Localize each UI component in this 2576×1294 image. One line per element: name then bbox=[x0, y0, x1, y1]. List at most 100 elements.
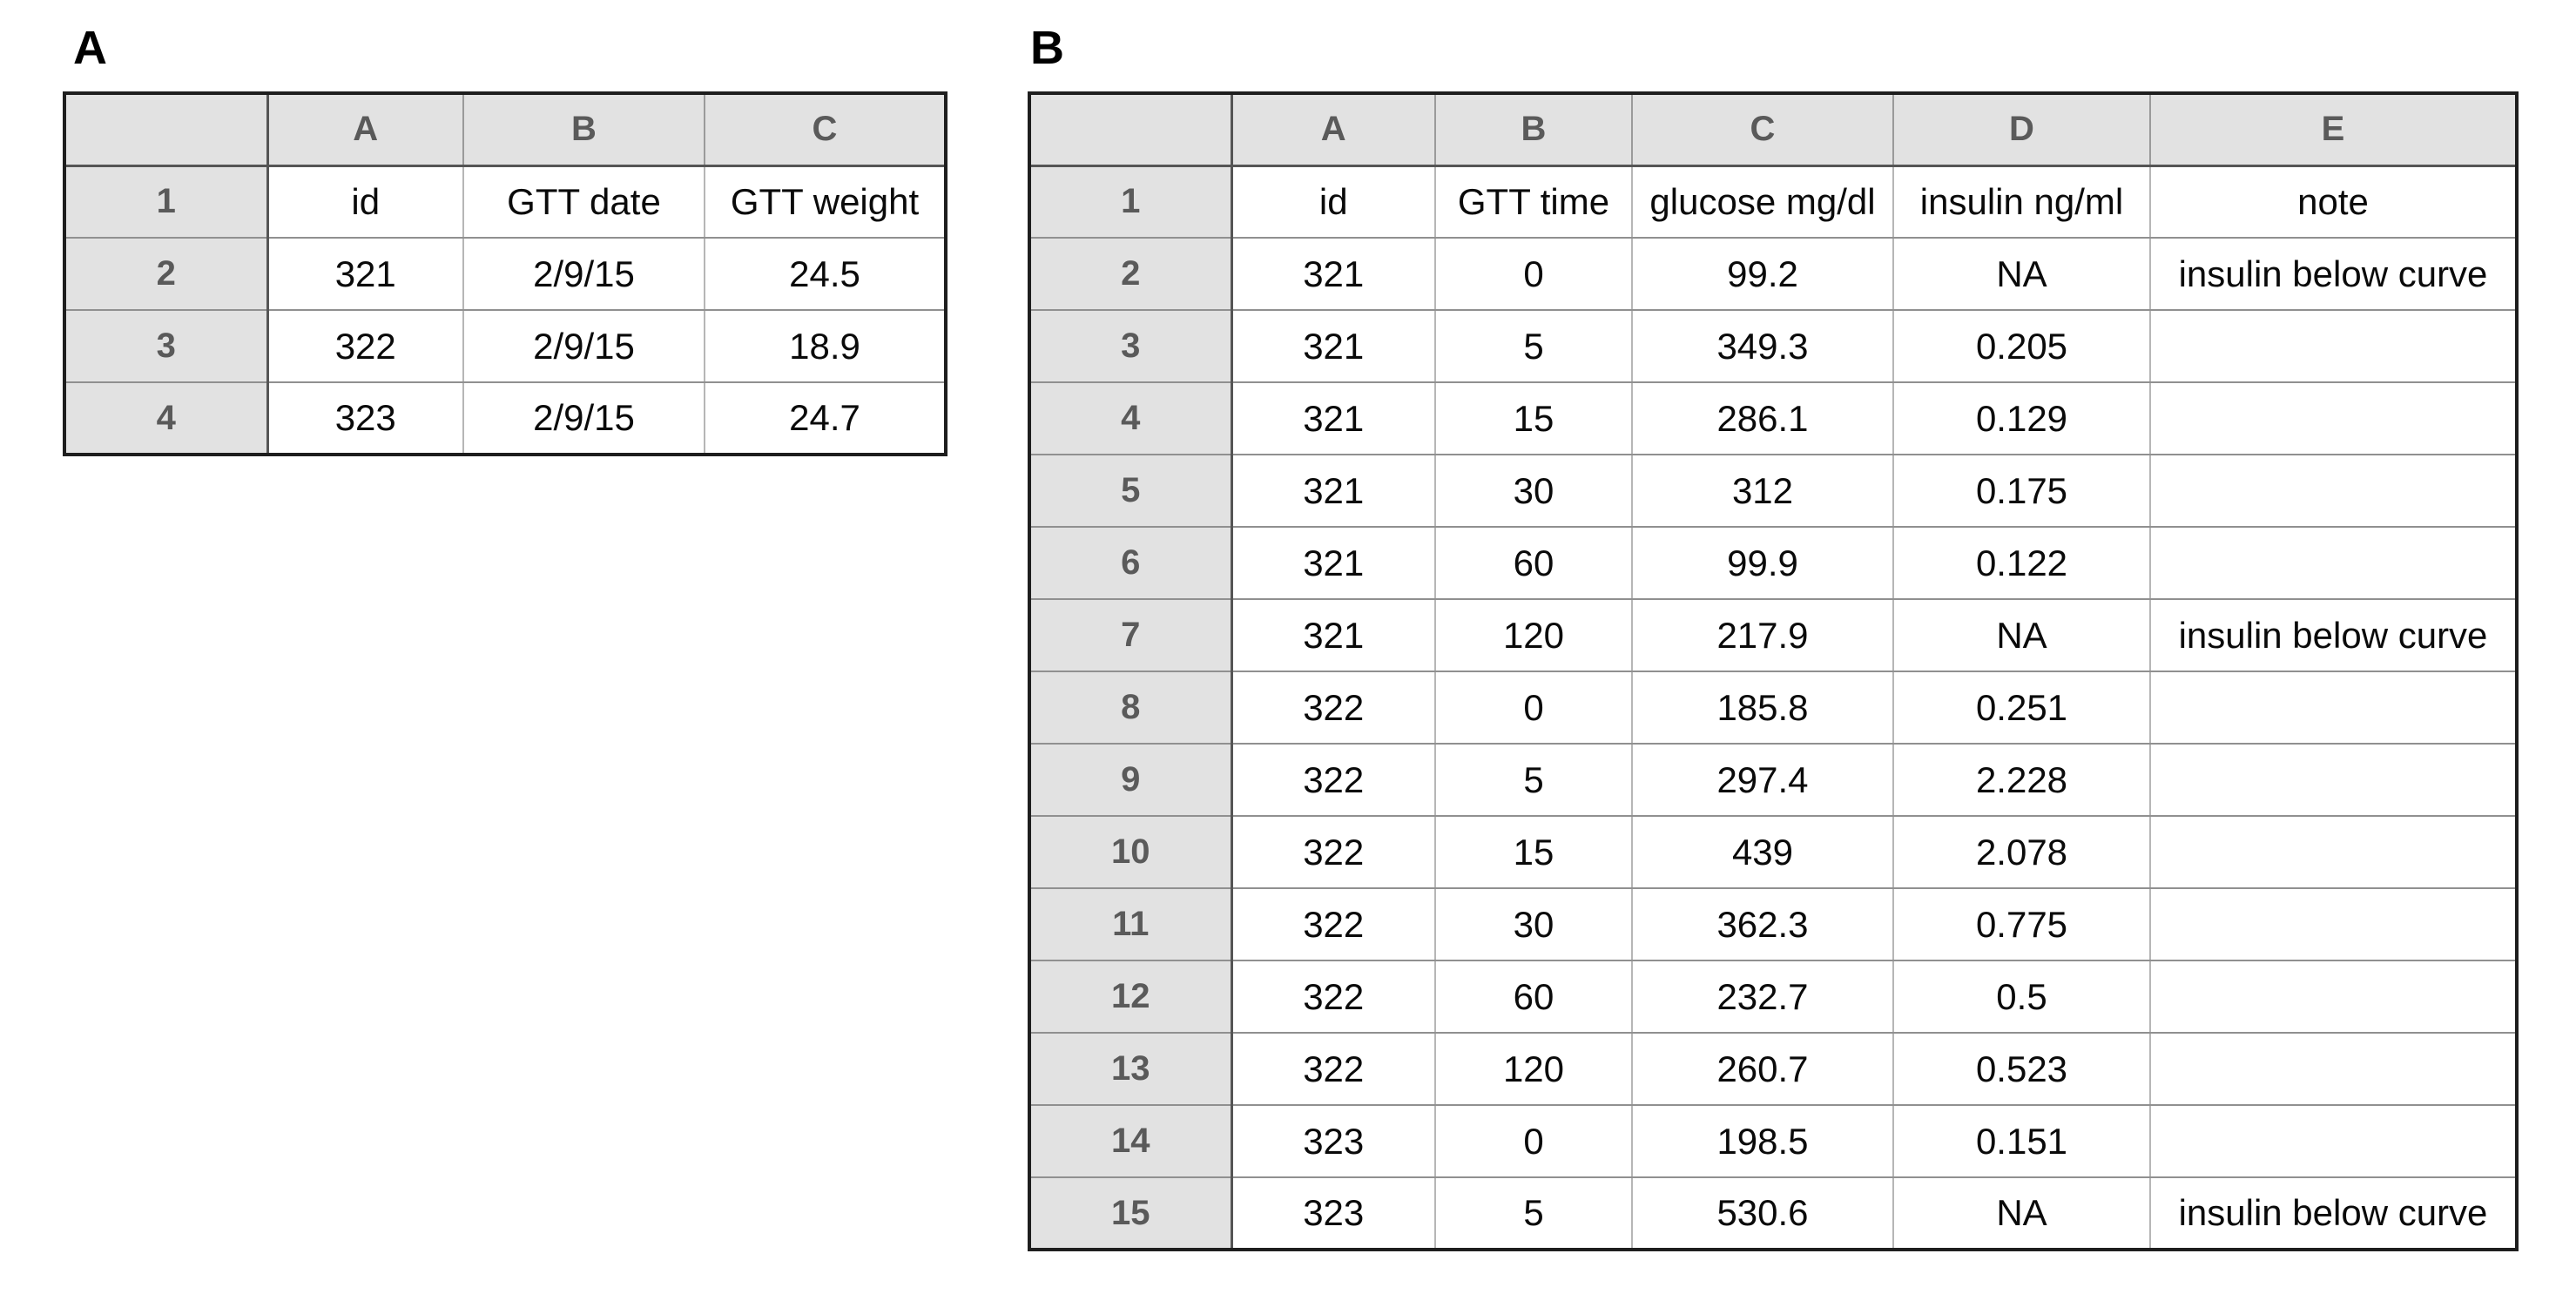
column-header-b-e[interactable]: E bbox=[2149, 93, 2518, 167]
cell-b-c8[interactable]: 185.8 bbox=[1631, 671, 1894, 745]
cell-b-d13[interactable]: 0.523 bbox=[1892, 1032, 2151, 1106]
cell-b-c15[interactable]: 530.6 bbox=[1631, 1176, 1894, 1250]
cell-b-e10[interactable] bbox=[2149, 815, 2518, 889]
cell-b-d12[interactable]: 0.5 bbox=[1892, 960, 2151, 1034]
cell-b-b1[interactable]: GTT time bbox=[1434, 165, 1633, 239]
cell-b-e5[interactable] bbox=[2149, 454, 2518, 528]
cell-b-a12[interactable]: 322 bbox=[1231, 960, 1436, 1034]
row-header-b-11[interactable]: 11 bbox=[1029, 887, 1233, 961]
row-header-b-2[interactable]: 2 bbox=[1029, 237, 1233, 311]
cell-b-b4[interactable]: 15 bbox=[1434, 381, 1633, 455]
corner-cell-b[interactable] bbox=[1029, 92, 1233, 167]
cell-b-d4[interactable]: 0.129 bbox=[1892, 381, 2151, 455]
cell-b-a2[interactable]: 321 bbox=[1231, 237, 1436, 311]
row-header-b-6[interactable]: 6 bbox=[1029, 526, 1233, 600]
row-header-b-14[interactable]: 14 bbox=[1029, 1104, 1233, 1178]
row-header-b-3[interactable]: 3 bbox=[1029, 309, 1233, 383]
cell-b-d8[interactable]: 0.251 bbox=[1892, 671, 2151, 745]
cell-b-a6[interactable]: 321 bbox=[1231, 526, 1436, 600]
cell-a-b3[interactable]: 2/9/15 bbox=[462, 309, 705, 383]
cell-a-a2[interactable]: 321 bbox=[266, 237, 464, 311]
cell-b-b15[interactable]: 5 bbox=[1434, 1176, 1633, 1250]
cell-b-d10[interactable]: 2.078 bbox=[1892, 815, 2151, 889]
row-header-b-9[interactable]: 9 bbox=[1029, 743, 1233, 817]
cell-b-b11[interactable]: 30 bbox=[1434, 887, 1633, 961]
cell-b-e12[interactable] bbox=[2149, 960, 2518, 1034]
cell-b-a5[interactable]: 321 bbox=[1231, 454, 1436, 528]
cell-b-c5[interactable]: 312 bbox=[1631, 454, 1894, 528]
cell-b-b2[interactable]: 0 bbox=[1434, 237, 1633, 311]
column-header-a-a[interactable]: A bbox=[266, 93, 464, 167]
cell-b-c7[interactable]: 217.9 bbox=[1631, 598, 1894, 672]
row-header-b-1[interactable]: 1 bbox=[1029, 165, 1233, 239]
cell-b-d14[interactable]: 0.151 bbox=[1892, 1104, 2151, 1178]
cell-b-e4[interactable] bbox=[2149, 381, 2518, 455]
column-header-b-d[interactable]: D bbox=[1892, 93, 2151, 167]
cell-b-a7[interactable]: 321 bbox=[1231, 598, 1436, 672]
cell-b-a1[interactable]: id bbox=[1231, 165, 1436, 239]
cell-b-c1[interactable]: glucose mg/dl bbox=[1631, 165, 1894, 239]
cell-b-c10[interactable]: 439 bbox=[1631, 815, 1894, 889]
cell-b-e15[interactable]: insulin below curve bbox=[2149, 1176, 2518, 1250]
row-header-b-10[interactable]: 10 bbox=[1029, 815, 1233, 889]
row-header-a-4[interactable]: 4 bbox=[64, 381, 269, 455]
cell-a-a3[interactable]: 322 bbox=[266, 309, 464, 383]
row-header-a-3[interactable]: 3 bbox=[64, 309, 269, 383]
cell-b-e1[interactable]: note bbox=[2149, 165, 2518, 239]
cell-a-a4[interactable]: 323 bbox=[266, 381, 464, 455]
cell-b-b13[interactable]: 120 bbox=[1434, 1032, 1633, 1106]
corner-cell-a[interactable] bbox=[64, 92, 269, 167]
row-header-b-8[interactable]: 8 bbox=[1029, 671, 1233, 745]
cell-b-d2[interactable]: NA bbox=[1892, 237, 2151, 311]
cell-b-e8[interactable] bbox=[2149, 671, 2518, 745]
cell-b-c13[interactable]: 260.7 bbox=[1631, 1032, 1894, 1106]
cell-b-e6[interactable] bbox=[2149, 526, 2518, 600]
cell-a-a1[interactable]: id bbox=[266, 165, 464, 239]
cell-b-e11[interactable] bbox=[2149, 887, 2518, 961]
cell-b-c3[interactable]: 349.3 bbox=[1631, 309, 1894, 383]
column-header-b-b[interactable]: B bbox=[1434, 93, 1633, 167]
cell-b-b10[interactable]: 15 bbox=[1434, 815, 1633, 889]
cell-b-d5[interactable]: 0.175 bbox=[1892, 454, 2151, 528]
cell-a-c4[interactable]: 24.7 bbox=[704, 381, 947, 455]
cell-b-a13[interactable]: 322 bbox=[1231, 1032, 1436, 1106]
cell-b-b8[interactable]: 0 bbox=[1434, 671, 1633, 745]
cell-b-d11[interactable]: 0.775 bbox=[1892, 887, 2151, 961]
cell-b-a8[interactable]: 322 bbox=[1231, 671, 1436, 745]
cell-a-b4[interactable]: 2/9/15 bbox=[462, 381, 705, 455]
cell-b-d15[interactable]: NA bbox=[1892, 1176, 2151, 1250]
cell-b-b12[interactable]: 60 bbox=[1434, 960, 1633, 1034]
cell-b-a4[interactable]: 321 bbox=[1231, 381, 1436, 455]
cell-b-c11[interactable]: 362.3 bbox=[1631, 887, 1894, 961]
cell-a-c3[interactable]: 18.9 bbox=[704, 309, 947, 383]
cell-b-b5[interactable]: 30 bbox=[1434, 454, 1633, 528]
row-header-b-15[interactable]: 15 bbox=[1029, 1176, 1233, 1250]
cell-b-c12[interactable]: 232.7 bbox=[1631, 960, 1894, 1034]
cell-a-b1[interactable]: GTT date bbox=[462, 165, 705, 239]
row-header-b-13[interactable]: 13 bbox=[1029, 1032, 1233, 1106]
cell-b-e3[interactable] bbox=[2149, 309, 2518, 383]
cell-b-b3[interactable]: 5 bbox=[1434, 309, 1633, 383]
row-header-a-1[interactable]: 1 bbox=[64, 165, 269, 239]
cell-b-c14[interactable]: 198.5 bbox=[1631, 1104, 1894, 1178]
row-header-b-4[interactable]: 4 bbox=[1029, 381, 1233, 455]
cell-b-a10[interactable]: 322 bbox=[1231, 815, 1436, 889]
cell-b-b7[interactable]: 120 bbox=[1434, 598, 1633, 672]
column-header-b-c[interactable]: C bbox=[1631, 93, 1894, 167]
cell-b-b14[interactable]: 0 bbox=[1434, 1104, 1633, 1178]
row-header-a-2[interactable]: 2 bbox=[64, 237, 269, 311]
cell-b-c4[interactable]: 286.1 bbox=[1631, 381, 1894, 455]
cell-b-a11[interactable]: 322 bbox=[1231, 887, 1436, 961]
column-header-b-a[interactable]: A bbox=[1231, 93, 1436, 167]
cell-b-d1[interactable]: insulin ng/ml bbox=[1892, 165, 2151, 239]
cell-b-a3[interactable]: 321 bbox=[1231, 309, 1436, 383]
row-header-b-7[interactable]: 7 bbox=[1029, 598, 1233, 672]
column-header-a-b[interactable]: B bbox=[462, 93, 705, 167]
cell-b-e13[interactable] bbox=[2149, 1032, 2518, 1106]
cell-b-e14[interactable] bbox=[2149, 1104, 2518, 1178]
cell-b-a14[interactable]: 323 bbox=[1231, 1104, 1436, 1178]
cell-b-d9[interactable]: 2.228 bbox=[1892, 743, 2151, 817]
cell-b-d7[interactable]: NA bbox=[1892, 598, 2151, 672]
column-header-a-c[interactable]: C bbox=[704, 93, 947, 167]
cell-b-c6[interactable]: 99.9 bbox=[1631, 526, 1894, 600]
